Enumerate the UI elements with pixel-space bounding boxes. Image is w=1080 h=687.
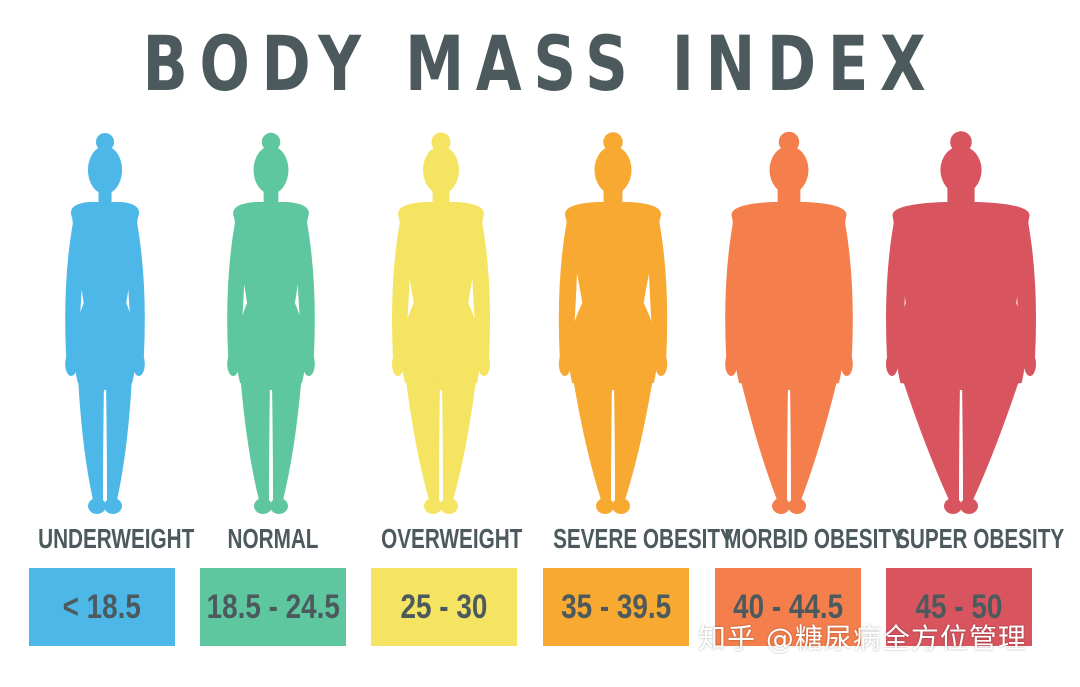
label-severe-obesity: SEVERE OBESITY [553,523,734,554]
range-super-obesity: 45 - 50 [915,587,1003,626]
range-box-normal: 18.5 - 24.5 [200,568,346,646]
page-title: BODY MASS INDEX [142,19,938,108]
range-box-underweight: < 18.5 [29,568,175,646]
label-super-obesity: SUPER OBESITY [896,523,1065,554]
underweight-figure [65,132,145,514]
label-normal: NORMAL [227,523,319,554]
body-silhouettes [0,128,1080,520]
range-box-morbid-obesity: 40 - 44.5 [715,568,861,646]
range-severe-obesity: 35 - 39.5 [560,587,672,626]
overweight-figure [392,132,490,514]
range-overweight: 25 - 30 [400,587,488,626]
super-obesity-figure [886,131,1036,514]
range-box-super-obesity: 45 - 50 [886,568,1032,646]
range-morbid-obesity: 40 - 44.5 [732,587,844,626]
range-underweight: < 18.5 [62,587,142,626]
label-underweight: UNDERWEIGHT [38,523,195,554]
label-overweight: OVERWEIGHT [381,523,523,554]
watermark: 知乎 @糖尿病全方位管理 [698,622,1027,655]
label-morbid-obesity: MORBID OBESITY [724,523,905,554]
range-normal: 18.5 - 24.5 [206,587,340,626]
range-box-overweight: 25 - 30 [371,568,517,646]
normal-figure [227,132,315,514]
morbid-obesity-figure [725,131,853,514]
severe-obesity-figure [558,132,668,514]
range-box-severe-obesity: 35 - 39.5 [543,568,689,646]
